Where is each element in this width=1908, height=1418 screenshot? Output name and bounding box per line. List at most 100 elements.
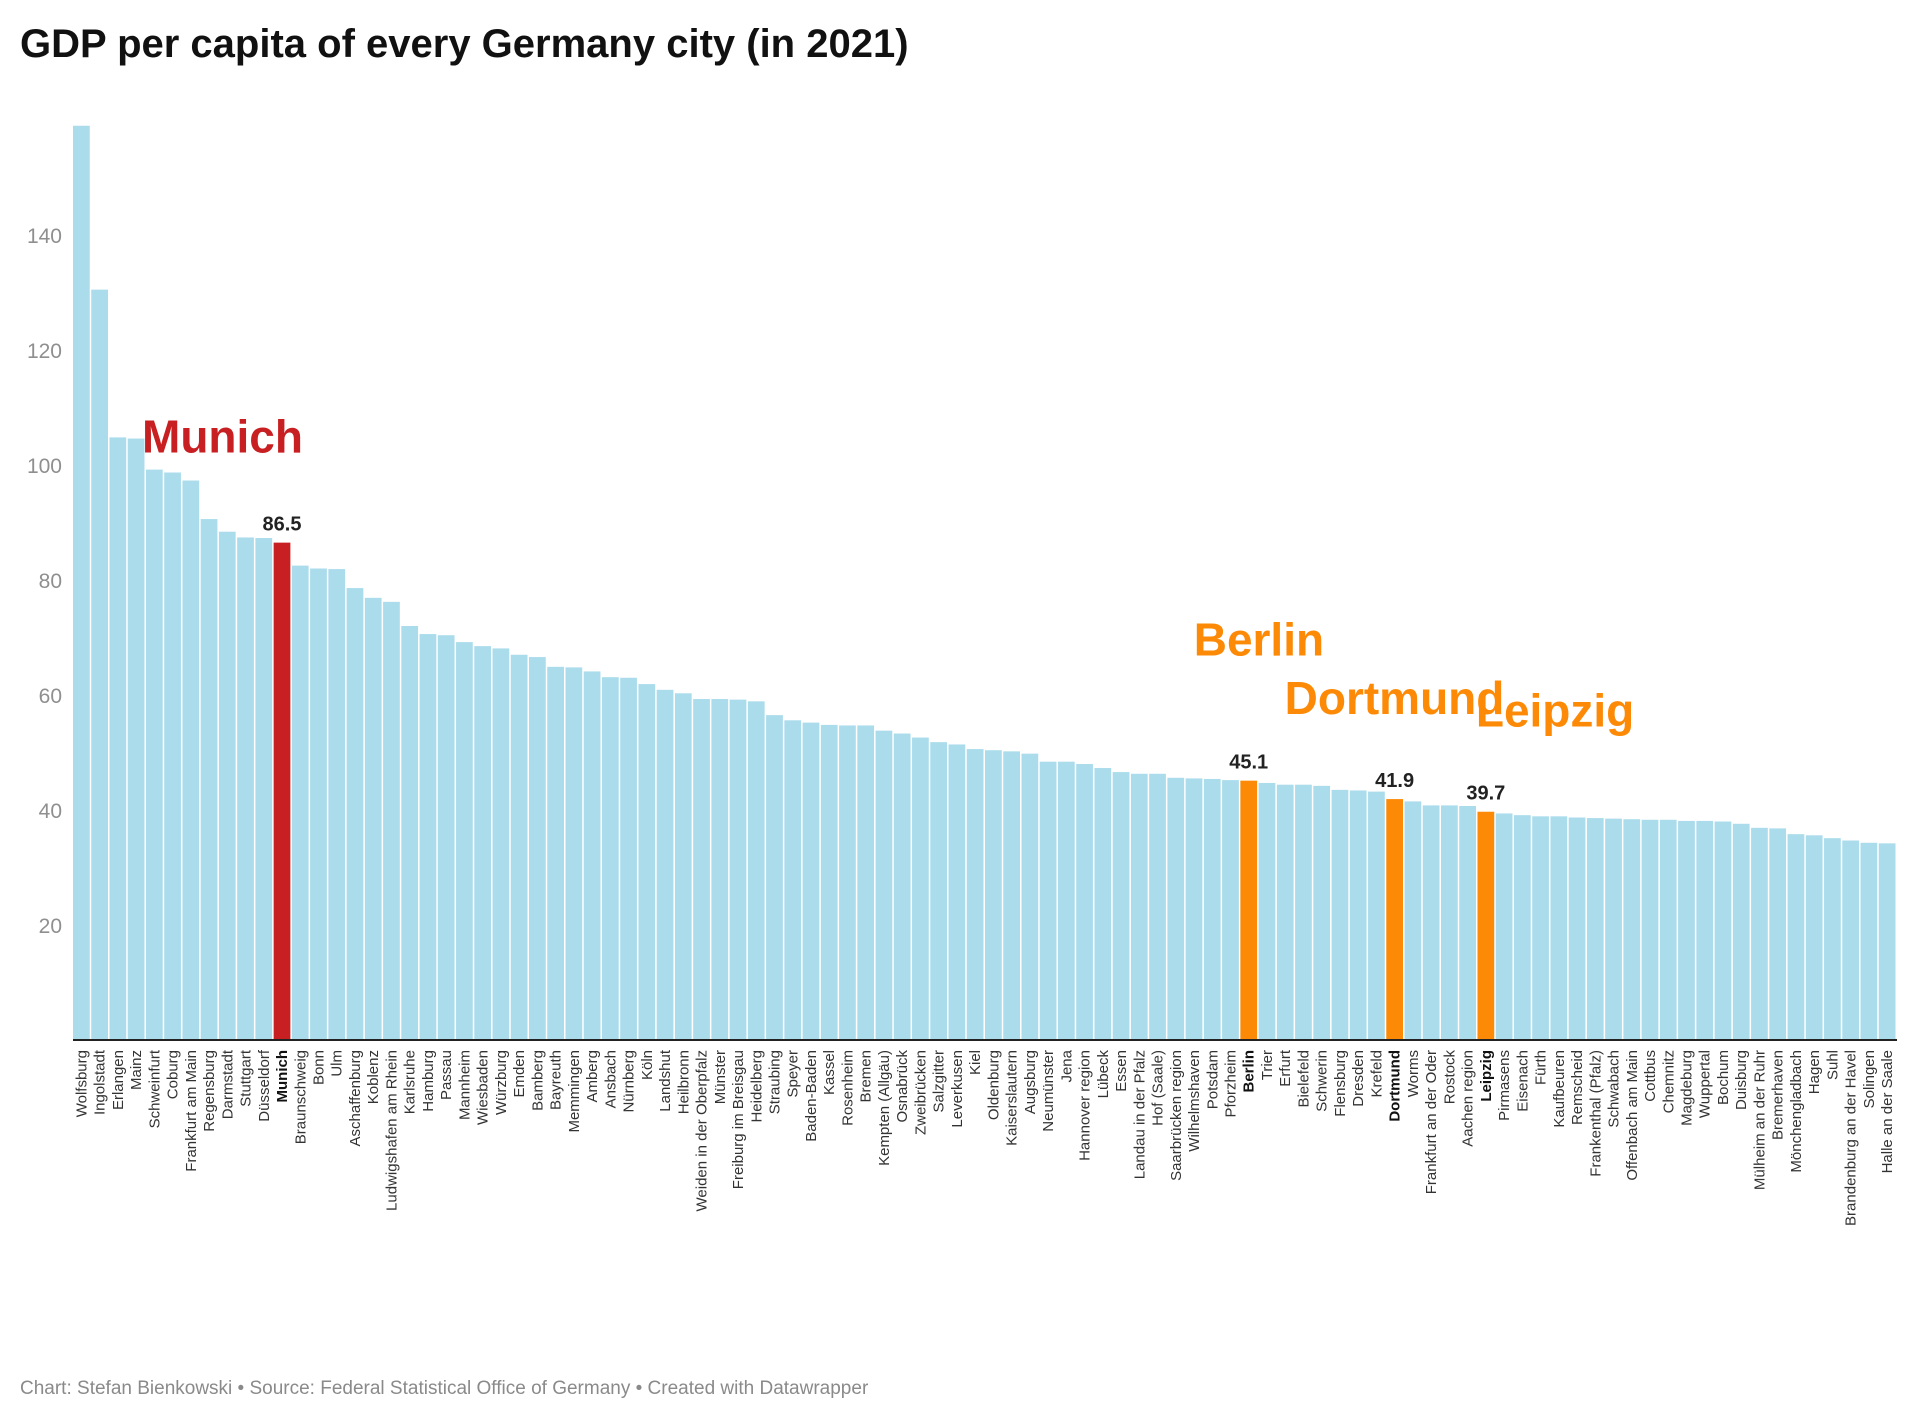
bar-hof-saale[interactable] [1149,773,1166,1040]
bar-frankfurt-am-main[interactable] [182,480,200,1040]
bar-bayreuth[interactable] [547,666,564,1041]
bar-bamberg[interactable] [529,657,546,1040]
bar-darmstadt[interactable] [218,531,236,1040]
bar-bielefeld[interactable] [1295,784,1312,1040]
bar-wiesbaden[interactable] [474,646,492,1041]
bar-schwabach[interactable] [1605,818,1622,1041]
bar-emden[interactable] [510,654,528,1040]
bar-kassel[interactable] [820,724,838,1040]
bar-duisburg[interactable] [1732,823,1750,1040]
bar-erfurt[interactable] [1276,784,1294,1040]
bar-wurzburg[interactable] [492,648,510,1040]
bar-wolfsburg[interactable] [73,125,90,1040]
bar-coburg[interactable] [164,472,181,1041]
bar-furth[interactable] [1532,816,1549,1040]
bar-freiburg-im-breisgau[interactable] [729,699,747,1040]
bar-essen[interactable] [1112,772,1130,1040]
bar-pirmasens[interactable] [1495,813,1513,1040]
bar-speyer[interactable] [784,720,802,1040]
bar-baden-baden[interactable] [802,722,820,1040]
bar-ludwigshafen-am-rhein[interactable] [383,601,400,1040]
bar-braunschweig[interactable] [291,565,309,1041]
bar-hagen[interactable] [1805,835,1823,1040]
bar-nurnberg[interactable] [620,677,637,1040]
bar-rosenheim[interactable] [839,725,856,1040]
bar-rostock[interactable] [1441,805,1458,1040]
bar-kiel[interactable] [966,749,984,1040]
bar-stuttgart[interactable] [237,537,254,1040]
bar-bremerhaven[interactable] [1769,828,1787,1040]
bar-passau[interactable] [437,635,455,1040]
bar-mannheim[interactable] [456,642,473,1040]
bar-leverkusen[interactable] [948,744,966,1040]
bar-schwerin[interactable] [1313,785,1331,1040]
bar-regensburg[interactable] [200,519,218,1040]
bar-heilbronn[interactable] [674,693,692,1040]
bar-chemnitz[interactable] [1659,819,1677,1040]
bar-dusseldorf[interactable] [255,538,273,1040]
bar-hamburg[interactable] [419,634,437,1040]
bar-monchengladbach[interactable] [1787,834,1805,1040]
bar-koblenz[interactable] [364,597,382,1041]
bar-weiden-in-der-oberpfalz[interactable] [693,699,710,1040]
bar-offenbach-am-main[interactable] [1623,819,1641,1040]
bar-schweinfurt[interactable] [145,469,163,1041]
bar-bremen[interactable] [857,725,875,1040]
bar-landshut[interactable] [656,689,674,1041]
bar-jena[interactable] [1057,761,1075,1040]
bar-koln[interactable] [638,684,656,1041]
bar-trier[interactable] [1258,782,1276,1040]
bar-hannover-region[interactable] [1076,764,1093,1040]
bar-aschaffenburg[interactable] [346,588,364,1040]
bar-saarbrucken-region[interactable] [1167,777,1185,1040]
bar-frankenthal-pfalz[interactable] [1586,818,1604,1040]
bar-zweibrucken[interactable] [912,737,929,1040]
bar-neumunster[interactable] [1039,761,1057,1040]
bar-berlin[interactable] [1240,780,1258,1040]
bar-krefeld[interactable] [1368,791,1385,1040]
bar-potsdam[interactable] [1203,778,1221,1040]
bar-flensburg[interactable] [1331,789,1349,1041]
bar-halle-an-der-saale[interactable] [1878,843,1896,1040]
bar-kaiserslautern[interactable] [1003,751,1020,1040]
bar-heidelberg[interactable] [747,701,765,1041]
bar-cottbus[interactable] [1641,819,1659,1040]
bar-ansbach[interactable] [601,677,619,1040]
bar-kaufbeuren[interactable] [1550,816,1568,1040]
bar-oldenburg[interactable] [985,750,1002,1040]
bar-mulheim-an-der-ruhr[interactable] [1751,827,1768,1040]
bar-suhl[interactable] [1824,838,1841,1040]
bar-bochum[interactable] [1714,821,1732,1041]
bar-wuppertal[interactable] [1696,820,1714,1040]
bar-munich[interactable] [273,542,291,1041]
bar-remscheid[interactable] [1568,817,1586,1041]
bar-landau-in-der-pfalz[interactable] [1130,773,1148,1040]
bar-solingen[interactable] [1860,842,1878,1040]
bar-ulm[interactable] [328,569,346,1041]
bar-karlsruhe[interactable] [401,626,419,1040]
bar-worms[interactable] [1404,801,1422,1041]
bar-brandenburg-an-der-havel[interactable] [1842,840,1860,1041]
bar-kempten-allgau[interactable] [875,730,893,1040]
bar-leipzig[interactable] [1477,811,1495,1041]
bar-lubeck[interactable] [1094,768,1112,1040]
bar-amberg[interactable] [583,671,601,1040]
bar-salzgitter[interactable] [930,742,948,1040]
bar-augsburg[interactable] [1021,753,1039,1040]
bar-dortmund[interactable] [1386,799,1404,1040]
bar-magdeburg[interactable] [1678,820,1695,1040]
bar-ingolstadt[interactable] [91,289,108,1041]
bar-frankfurt-an-der-oder[interactable] [1422,805,1440,1040]
bar-aachen-region[interactable] [1459,805,1476,1041]
bar-bonn[interactable] [310,568,327,1041]
bar-wilhelmshaven[interactable] [1185,778,1203,1041]
bar-pforzheim[interactable] [1222,780,1239,1040]
bar-erlangen[interactable] [109,437,127,1040]
bar-memmingen[interactable] [565,667,583,1040]
bar-eisenach[interactable] [1513,815,1531,1040]
bar-dresden[interactable] [1349,790,1367,1040]
bar-osnabruck[interactable] [893,733,911,1040]
bar-straubing[interactable] [766,715,783,1041]
bar-mainz[interactable] [127,438,145,1040]
bar-munster[interactable] [711,699,729,1040]
